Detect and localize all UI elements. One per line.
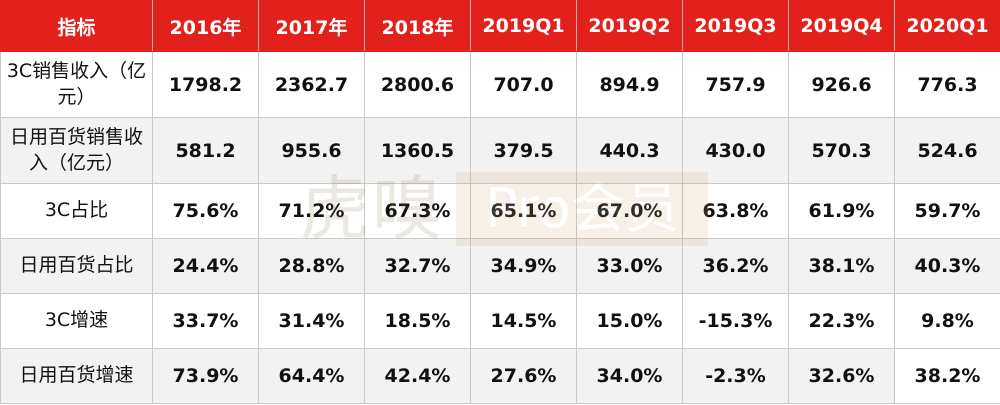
table-cell: 955.6 [258, 117, 365, 184]
table-cell: 2362.7 [258, 51, 365, 118]
table-cell: 65.1% [470, 183, 577, 239]
table-cell: 757.9 [682, 51, 789, 118]
table-cell: 33.0% [576, 238, 683, 294]
table-cell: 63.8% [682, 183, 789, 239]
header-cell-2019q2: 2019Q2 [576, 0, 683, 52]
table-cell: 379.5 [470, 117, 577, 184]
header-cell-2019q1: 2019Q1 [470, 0, 577, 52]
table-cell: 24.4% [152, 238, 259, 294]
table-cell: 28.8% [258, 238, 365, 294]
header-cell-2020q1: 2020Q1 [894, 0, 1000, 52]
table-cell: 1360.5 [364, 117, 471, 184]
table-cell: 59.7% [894, 183, 1000, 239]
table-row: 3C占比 75.6% 71.2% 67.3% 65.1% 67.0% 63.8%… [0, 183, 1000, 239]
table-cell: 75.6% [152, 183, 259, 239]
header-cell-indicator: 指标 [0, 0, 153, 52]
table-cell: 581.2 [152, 117, 259, 184]
header-row: 指标 2016年 2017年 2018年 2019Q1 2019Q2 2019Q… [0, 0, 1000, 52]
table-row: 日用百货增速 73.9% 64.4% 42.4% 27.6% 34.0% -2.… [0, 348, 1000, 404]
table-cell: 22.3% [788, 293, 895, 349]
table-cell: 34.9% [470, 238, 577, 294]
header-cell-2018: 2018年 [364, 0, 471, 52]
row-label: 3C占比 [0, 183, 153, 239]
table-cell: 27.6% [470, 348, 577, 404]
table-cell: 776.3 [894, 51, 1000, 118]
table-cell: 707.0 [470, 51, 577, 118]
row-label: 3C销售收入（亿元） [0, 51, 153, 118]
table-cell: -15.3% [682, 293, 789, 349]
table-cell: 40.3% [894, 238, 1000, 294]
header-cell-2019q4: 2019Q4 [788, 0, 895, 52]
table-cell: 42.4% [364, 348, 471, 404]
header-cell-2016: 2016年 [152, 0, 259, 52]
table-cell: 33.7% [152, 293, 259, 349]
table-cell: 440.3 [576, 117, 683, 184]
table-cell: 34.0% [576, 348, 683, 404]
table-cell: -2.3% [682, 348, 789, 404]
table-row: 日用百货占比 24.4% 28.8% 32.7% 34.9% 33.0% 36.… [0, 238, 1000, 294]
table-cell: 15.0% [576, 293, 683, 349]
header-cell-2019q3: 2019Q3 [682, 0, 789, 52]
table-cell: 32.6% [788, 348, 895, 404]
table-cell: 71.2% [258, 183, 365, 239]
table-cell: 38.1% [788, 238, 895, 294]
table-cell: 64.4% [258, 348, 365, 404]
table-cell: 36.2% [682, 238, 789, 294]
table-cell: 2800.6 [364, 51, 471, 118]
row-label: 日用百货销售收入（亿元） [0, 117, 153, 184]
table-cell: 430.0 [682, 117, 789, 184]
table-cell: 31.4% [258, 293, 365, 349]
table-cell: 570.3 [788, 117, 895, 184]
table-cell: 14.5% [470, 293, 577, 349]
table-cell: 524.6 [894, 117, 1000, 184]
row-label: 日用百货占比 [0, 238, 153, 294]
header-cell-2017: 2017年 [258, 0, 365, 52]
table-cell: 32.7% [364, 238, 471, 294]
table-row: 日用百货销售收入（亿元） 581.2 955.6 1360.5 379.5 44… [0, 117, 1000, 184]
table-cell: 1798.2 [152, 51, 259, 118]
table-cell: 894.9 [576, 51, 683, 118]
table-row: 3C销售收入（亿元） 1798.2 2362.7 2800.6 707.0 89… [0, 51, 1000, 118]
table-cell: 67.3% [364, 183, 471, 239]
table-cell: 61.9% [788, 183, 895, 239]
row-label: 日用百货增速 [0, 348, 153, 404]
table-cell: 9.8% [894, 293, 1000, 349]
table-cell: 38.2% [894, 348, 1000, 404]
table-cell: 926.6 [788, 51, 895, 118]
table-cell: 73.9% [152, 348, 259, 404]
table-cell: 18.5% [364, 293, 471, 349]
table-row: 3C增速 33.7% 31.4% 18.5% 14.5% 15.0% -15.3… [0, 293, 1000, 349]
table-cell: 67.0% [576, 183, 683, 239]
row-label: 3C增速 [0, 293, 153, 349]
